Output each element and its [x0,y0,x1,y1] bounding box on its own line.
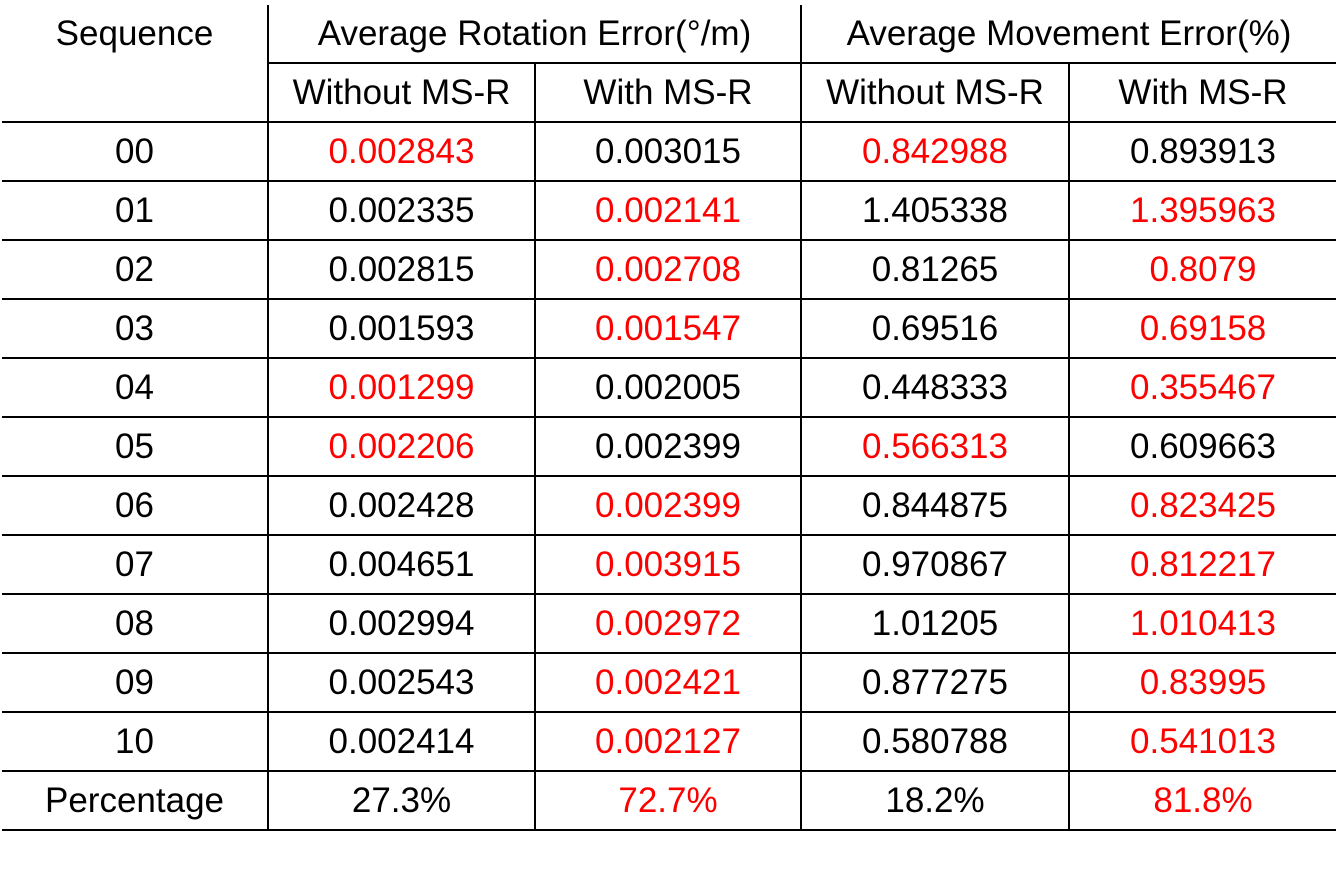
rotation-without-cell: 0.002815 [267,239,536,300]
sequence-cell: 08 [2,593,269,654]
movement-with-header: With MS-R [1068,62,1336,123]
rotation-with-cell: 0.001547 [534,298,802,359]
sequence-cell: 07 [2,534,269,595]
rotation-without-cell: 0.002335 [267,180,536,241]
rotation-with-cell: 0.002005 [534,357,802,418]
movement-without-cell: 0.877275 [800,652,1070,713]
rotation-without-header: Without MS-R [267,62,536,123]
sequence-cell: 05 [2,416,269,477]
table-row: 09 0.002543 0.002421 0.877275 0.83995 [2,652,1336,713]
rotation-without-cell: 0.001593 [267,298,536,359]
movement-with-cell: 0.812217 [1068,534,1336,595]
movement-without-cell: 0.844875 [800,475,1070,536]
rotation-with-cell: 0.002708 [534,239,802,300]
rotation-with-cell: 0.002972 [534,593,802,654]
sequence-header: Sequence [2,5,269,63]
rotation-with-cell: 0.002399 [534,416,802,477]
percentage-row: Percentage 27.3% 72.7% 18.2% 81.8% [2,770,1336,831]
sequence-cell: 06 [2,475,269,536]
movement-with-cell: 0.8079 [1068,239,1336,300]
rotation-with-cell: 0.002141 [534,180,802,241]
sequence-cell: 00 [2,121,269,182]
movement-without-cell: 0.566313 [800,416,1070,477]
rotation-with-cell: 0.002421 [534,652,802,713]
table-row: 02 0.002815 0.002708 0.81265 0.8079 [2,239,1336,300]
rotation-with-cell: 0.002399 [534,475,802,536]
rotation-error-header: Average Rotation Error(°/m) [267,5,802,64]
movement-with-cell: 0.69158 [1068,298,1336,359]
movement-without-cell: 0.580788 [800,711,1070,772]
table-row: 04 0.001299 0.002005 0.448333 0.355467 [2,357,1336,418]
sequence-cell: 03 [2,298,269,359]
table-row: 05 0.002206 0.002399 0.566313 0.609663 [2,416,1336,477]
table-row: 06 0.002428 0.002399 0.844875 0.823425 [2,475,1336,536]
movement-with-cell: 1.010413 [1068,593,1336,654]
percentage-movement-with: 81.8% [1068,770,1336,831]
sequence-cell: 04 [2,357,269,418]
movement-without-header: Without MS-R [800,62,1070,123]
movement-without-cell: 0.842988 [800,121,1070,182]
table-row: 01 0.002335 0.002141 1.405338 1.395963 [2,180,1336,241]
movement-without-cell: 0.69516 [800,298,1070,359]
movement-with-cell: 0.823425 [1068,475,1336,536]
movement-without-cell: 0.970867 [800,534,1070,595]
movement-with-cell: 0.893913 [1068,121,1336,182]
sequence-cell: 09 [2,652,269,713]
rotation-without-cell: 0.002206 [267,416,536,477]
table-row: 08 0.002994 0.002972 1.01205 1.010413 [2,593,1336,654]
movement-error-header: Average Movement Error(%) [800,5,1336,64]
percentage-rotation-without: 27.3% [267,770,536,831]
movement-without-cell: 1.01205 [800,593,1070,654]
rotation-without-cell: 0.002428 [267,475,536,536]
rotation-without-cell: 0.001299 [267,357,536,418]
movement-with-cell: 0.609663 [1068,416,1336,477]
percentage-movement-without: 18.2% [800,770,1070,831]
sequence-cell: 02 [2,239,269,300]
movement-with-cell: 0.541013 [1068,711,1336,772]
table-row: 03 0.001593 0.001547 0.69516 0.69158 [2,298,1336,359]
rotation-with-cell: 0.003015 [534,121,802,182]
percentage-label: Percentage [2,770,269,831]
rotation-without-cell: 0.002843 [267,121,536,182]
rotation-without-cell: 0.002994 [267,593,536,654]
sequence-cell: 01 [2,180,269,241]
sequence-header-spacer [2,63,269,123]
rotation-with-cell: 0.002127 [534,711,802,772]
rotation-without-cell: 0.002414 [267,711,536,772]
rotation-with-header: With MS-R [534,62,802,123]
movement-without-cell: 1.405338 [800,180,1070,241]
rotation-without-cell: 0.002543 [267,652,536,713]
movement-with-cell: 1.395963 [1068,180,1336,241]
table-row: 07 0.004651 0.003915 0.970867 0.812217 [2,534,1336,595]
table-row: 10 0.002414 0.002127 0.580788 0.541013 [2,711,1336,772]
header-row-variants: Without MS-R With MS-R Without MS-R With… [2,62,1336,123]
sequence-cell: 10 [2,711,269,772]
header-row-groups: Sequence Average Rotation Error(°/m) Ave… [2,5,1336,64]
movement-with-cell: 0.355467 [1068,357,1336,418]
movement-with-cell: 0.83995 [1068,652,1336,713]
percentage-rotation-with: 72.7% [534,770,802,831]
rotation-with-cell: 0.003915 [534,534,802,595]
rotation-without-cell: 0.004651 [267,534,536,595]
results-table: Sequence Average Rotation Error(°/m) Ave… [2,5,1336,831]
movement-without-cell: 0.448333 [800,357,1070,418]
results-table-body: Sequence Average Rotation Error(°/m) Ave… [2,5,1336,831]
movement-without-cell: 0.81265 [800,239,1070,300]
table-row: 00 0.002843 0.003015 0.842988 0.893913 [2,121,1336,182]
